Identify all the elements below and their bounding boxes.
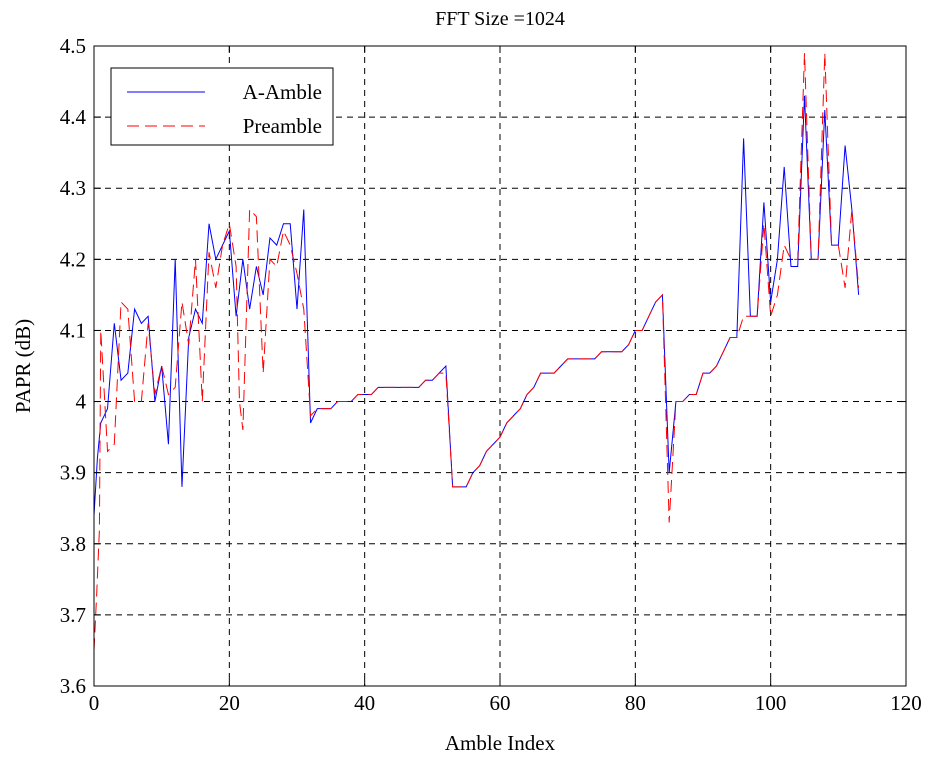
- x-tick-label: 0: [89, 691, 100, 715]
- y-tick-label: 3.9: [60, 461, 86, 485]
- axis-ticks: 0 20 40 60 80 100 120 3.6 3.7 3.8 3.9 4 4.1 4.2 4.3 4.4…: [60, 34, 922, 715]
- y-tick-label: 4.4: [60, 105, 87, 129]
- y-tick-label: 4.5: [60, 34, 86, 58]
- y-tick-label: 4.1: [60, 318, 86, 342]
- x-tick-label: 20: [219, 691, 240, 715]
- x-tick-label: 40: [354, 691, 375, 715]
- x-axis-label: Amble Index: [445, 731, 556, 755]
- y-tick-label: 3.7: [60, 603, 86, 627]
- x-tick-label: 120: [890, 691, 922, 715]
- y-axis-label: PAPR (dB): [11, 319, 35, 413]
- y-tick-label: 4: [76, 390, 87, 414]
- y-tick-label: 4.2: [60, 247, 86, 271]
- legend-label: A-Amble: [243, 80, 322, 104]
- y-tick-label: 3.8: [60, 532, 86, 556]
- x-tick-label: 60: [490, 691, 511, 715]
- legend: A-Amble Preamble: [110, 67, 334, 146]
- y-tick-label: 4.3: [60, 176, 86, 200]
- chart-title: FFT Size =1024: [435, 8, 565, 30]
- y-tick-label: 3.6: [60, 674, 86, 698]
- legend-box: [110, 67, 334, 146]
- series-layer: [93, 53, 860, 651]
- legend-label: Preamble: [243, 114, 322, 138]
- x-tick-label: 100: [755, 691, 787, 715]
- x-tick-label: 80: [625, 691, 646, 715]
